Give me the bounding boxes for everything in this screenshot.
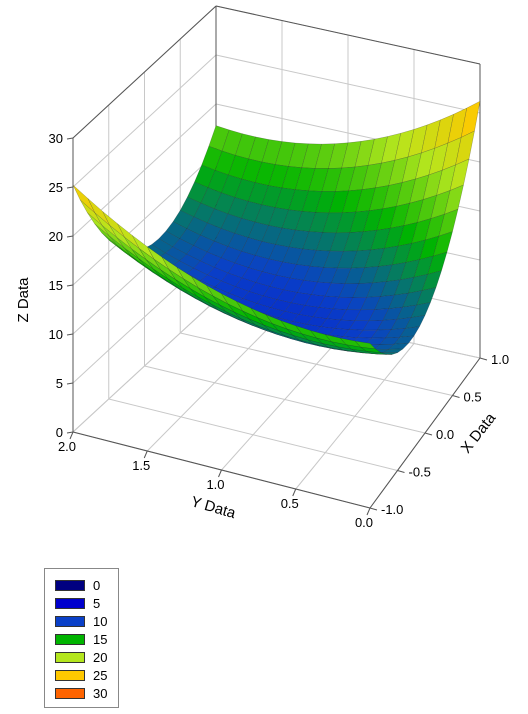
surface-chart: 0 5 10 15 20 25 30 0.0 0.5 1.0 1.5 2.0 -1.0 -0.5 0.0 0.… [15, 5, 510, 530]
y-axis-title: Y Data [189, 493, 238, 522]
y-tick-label: 1.0 [206, 477, 224, 492]
surface-patch [72, 184, 96, 213]
floor-gridline-y [221, 328, 349, 471]
z-tick-label: 5 [56, 376, 63, 391]
legend: 0 5 10 15 20 25 30 [44, 568, 119, 708]
y-tick-label: 0.0 [355, 515, 373, 530]
legend-swatch [55, 597, 85, 609]
z-tick-label: 10 [49, 327, 63, 342]
legend-item: 15 [45, 630, 118, 648]
z-tick-mark [66, 235, 74, 238]
top-edge-back [215, 5, 481, 65]
x-tick-mark [424, 432, 433, 436]
legend-swatch [55, 615, 85, 627]
legend-label: 20 [93, 649, 108, 665]
x-tick-mark [369, 507, 378, 511]
y-tick-label: 2.0 [58, 439, 76, 454]
legend-label: 15 [93, 631, 108, 647]
x-tick-label: 0.0 [436, 427, 454, 442]
z-tick-label: 25 [49, 180, 63, 195]
z-tick-label: 20 [49, 229, 63, 244]
z-tick-label: 0 [56, 425, 63, 440]
legend-label: 10 [93, 613, 108, 629]
x-tick-mark [397, 470, 405, 473]
x-tick-mark [479, 357, 488, 361]
y-tick-mark [69, 431, 74, 440]
legend-item: 30 [45, 684, 118, 702]
y-tick-label: 1.5 [132, 458, 150, 473]
z-tick-label: 15 [49, 278, 63, 293]
z-tick-mark [66, 284, 74, 287]
legend-item: 0 [45, 576, 118, 594]
y-tick-mark [366, 507, 371, 516]
left-wall-gridline-z [72, 54, 217, 188]
y-tick-mark [143, 450, 148, 459]
z-tick-mark [66, 333, 74, 336]
floor-gridline-y [295, 343, 415, 490]
back-wall-gridline-z [215, 54, 481, 114]
y-tick-label: 0.5 [281, 496, 299, 511]
legend-item: 5 [45, 594, 118, 612]
legend-swatch [55, 651, 85, 663]
legend-label: 30 [93, 685, 108, 701]
y-tick-mark [292, 488, 297, 497]
x-tick-label: 0.5 [464, 390, 482, 405]
z-tick-mark [66, 137, 74, 140]
left-wall-gridline-z [72, 152, 217, 286]
legend-swatch [55, 633, 85, 645]
surface-layer [72, 100, 481, 355]
legend-item: 10 [45, 612, 118, 630]
legend-item: 20 [45, 648, 118, 666]
z-axis-title: Z Data [15, 277, 32, 323]
tick-layer: 0 5 10 15 20 25 30 0.0 0.5 1.0 1.5 2.0 -1.0 -0.5 0.0 0.… [49, 131, 510, 530]
z-tick-label: 30 [49, 131, 63, 146]
legend-label: 25 [93, 667, 108, 683]
z-tick-mark [66, 431, 74, 434]
legend-label: 0 [93, 577, 101, 593]
floor-gridline-y [146, 314, 283, 452]
top-edge-left [72, 5, 217, 139]
y-tick-mark [218, 469, 222, 478]
x-tick-mark [452, 395, 460, 398]
legend-swatch [55, 687, 85, 699]
legend-label: 5 [93, 595, 101, 611]
legend-item: 25 [45, 666, 118, 684]
left-wall-gridline-z [72, 299, 217, 433]
x-tick-label: -1.0 [381, 502, 403, 517]
legend-swatch [55, 669, 85, 681]
x-tick-label: -0.5 [409, 465, 431, 480]
z-tick-mark [66, 186, 74, 189]
z-tick-mark [66, 382, 74, 385]
x-tick-label: 1.0 [491, 352, 509, 367]
legend-swatch [55, 579, 85, 591]
x-axis-title: X Data [458, 409, 500, 456]
surface-patch [354, 340, 376, 350]
